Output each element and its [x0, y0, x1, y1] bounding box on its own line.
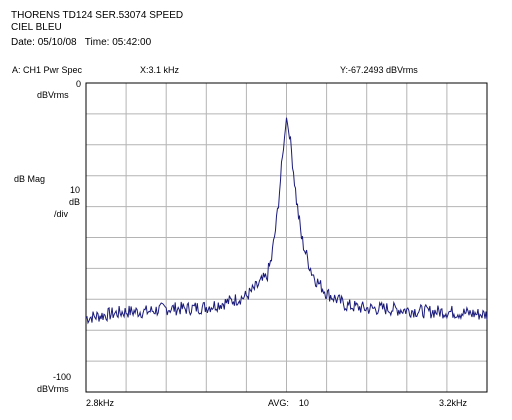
- date-label: Date:: [11, 37, 35, 48]
- timestamp-line: Date: 05/10/08 Time: 05:42:00: [11, 37, 151, 49]
- x-start-label: 2.8kHz: [86, 398, 115, 408]
- x-marker-readout: X:3.1 kHz: [140, 65, 180, 75]
- time-value: 05:42:00: [112, 37, 152, 48]
- x-end-label: 3.2kHz: [439, 398, 468, 408]
- y-top-unit: dBVrms: [37, 90, 69, 100]
- spectrum-trace: [85, 117, 488, 325]
- avg-label: AVG:: [268, 398, 289, 408]
- avg-readout: AVG: 10: [268, 398, 309, 409]
- subtitle-line: CIEL BLEU: [11, 22, 62, 33]
- time-label: Time:: [84, 37, 110, 48]
- grid: [86, 83, 487, 392]
- title-line: THORENS TD124 SER.53074 SPEED: [11, 10, 184, 21]
- plot-frame: [85, 82, 488, 393]
- date-value: 05/10/08: [37, 37, 77, 48]
- y-scale-value: 10: [70, 185, 81, 195]
- y-scale-unit: dB: [69, 197, 81, 207]
- y-axis-name: dB Mag: [14, 174, 46, 184]
- y-bottom-unit: dBVrms: [37, 384, 69, 394]
- y-scale-div: /div: [54, 209, 69, 219]
- trace-channel-label: A: CH1 Pwr Spec: [12, 65, 83, 75]
- y-bottom-value: -100: [53, 372, 72, 382]
- avg-value: 10: [298, 398, 309, 408]
- y-marker-readout: Y:-67.2493 dBVrms: [340, 65, 418, 75]
- y-top-value: 0: [76, 79, 82, 89]
